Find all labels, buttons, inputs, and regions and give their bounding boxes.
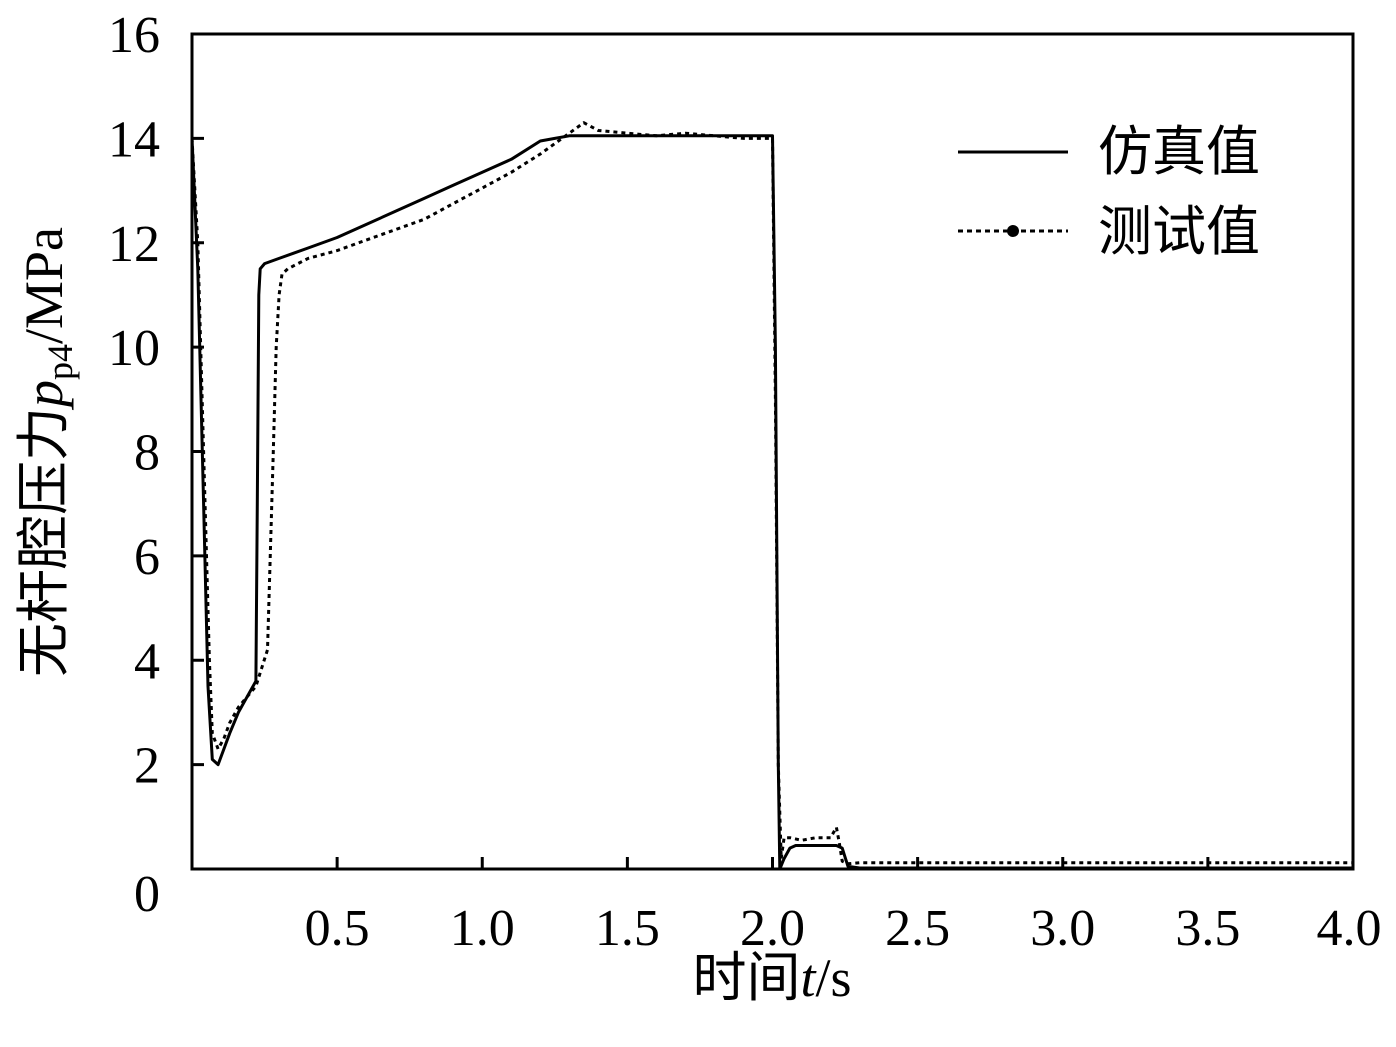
x-tick-label: 3.0 <box>1030 900 1095 957</box>
y-tick-label: 8 <box>134 425 160 482</box>
y-tick-label: 16 <box>108 7 160 64</box>
y-axis-title-var: p <box>14 380 74 411</box>
x-tick-label: 1.5 <box>595 900 660 957</box>
y-tick-label: 0 <box>134 866 160 923</box>
y-axis-title: 无杆腔压力pp4/MPa <box>14 227 80 677</box>
y-axis-title-suffix: /MPa <box>14 227 74 344</box>
x-axis-title: 时间t/s <box>692 948 851 1008</box>
legend: 仿真值 测试值 <box>958 122 1260 262</box>
legend-label-measured: 测试值 <box>1098 202 1260 262</box>
x-tick-label: 2.0 <box>740 900 805 957</box>
series-layer <box>190 121 1353 871</box>
x-tick-label: 2.5 <box>885 900 950 957</box>
y-axis-title-prefix: 无杆腔压力 <box>14 407 74 677</box>
y-axis-ticks: 0 2 4 6 8 10 12 14 16 <box>108 7 204 923</box>
y-tick-label: 6 <box>134 529 160 586</box>
x-axis-title-var: t <box>800 948 817 1008</box>
x-tick-label: 4.0 <box>1317 900 1382 957</box>
y-tick-label: 14 <box>108 111 160 168</box>
x-tick-label: 3.5 <box>1175 900 1240 957</box>
x-tick-label: 0.5 <box>305 900 370 957</box>
y-tick-label: 2 <box>134 738 160 795</box>
legend-item-simulated: 仿真值 <box>958 122 1260 182</box>
y-tick-label: 4 <box>134 633 160 690</box>
legend-item-measured: 测试值 <box>958 202 1260 262</box>
series-line-measured <box>190 121 1353 866</box>
y-tick-label: 12 <box>108 216 160 273</box>
legend-marker-measured <box>1007 225 1019 237</box>
x-axis-title-prefix: 时间 <box>692 948 800 1008</box>
x-axis-ticks: 0.5 1.0 1.5 2.0 2.5 3.0 3.5 4.0 <box>305 857 1382 957</box>
x-tick-label: 1.0 <box>450 900 515 957</box>
y-axis-title-sub: p4 <box>40 344 80 380</box>
legend-label-simulated: 仿真值 <box>1098 122 1260 182</box>
y-tick-label: 10 <box>108 320 160 377</box>
x-axis-title-suffix: /s <box>815 948 851 1008</box>
